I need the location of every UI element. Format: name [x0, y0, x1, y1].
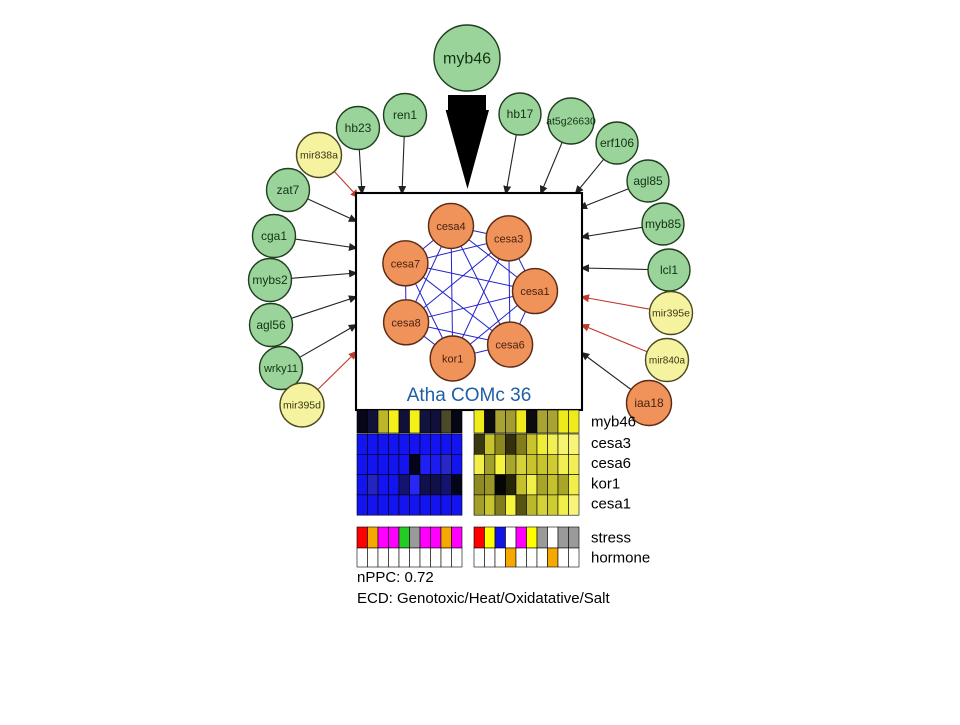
svg-text:wrky11: wrky11 — [263, 363, 298, 375]
svg-text:cesa7: cesa7 — [391, 258, 420, 270]
svg-text:hormone: hormone — [591, 550, 650, 567]
svg-text:stress: stress — [591, 530, 631, 547]
svg-text:Atha COMc 36: Atha COMc 36 — [407, 385, 532, 406]
svg-text:mir838a: mir838a — [300, 150, 338, 162]
svg-text:at5g26630: at5g26630 — [546, 116, 596, 128]
svg-text:zat7: zat7 — [277, 183, 300, 197]
svg-text:lcl1: lcl1 — [660, 263, 678, 277]
svg-text:cesa4: cesa4 — [436, 221, 465, 233]
svg-text:cesa8: cesa8 — [391, 317, 420, 329]
svg-text:mir840a: mir840a — [649, 356, 686, 367]
svg-text:myb46: myb46 — [443, 51, 491, 68]
svg-text:mybs2: mybs2 — [252, 273, 288, 287]
svg-text:mir395d: mir395d — [283, 400, 321, 412]
svg-text:kor1: kor1 — [591, 475, 620, 492]
svg-text:myb46: myb46 — [591, 414, 636, 431]
svg-text:cesa1: cesa1 — [591, 496, 631, 513]
svg-text:mir395e: mir395e — [652, 308, 690, 320]
svg-text:cesa1: cesa1 — [520, 286, 549, 298]
svg-text:agl85: agl85 — [633, 174, 663, 188]
svg-text:cesa6: cesa6 — [495, 340, 524, 352]
svg-text:ECD: Genotoxic/Heat/Oxidatativ: ECD: Genotoxic/Heat/Oxidatative/Salt — [357, 590, 610, 607]
svg-text:cesa3: cesa3 — [494, 233, 523, 245]
svg-text:cga1: cga1 — [261, 229, 287, 243]
svg-text:cesa6: cesa6 — [591, 455, 631, 472]
svg-text:ren1: ren1 — [393, 108, 417, 122]
svg-text:hb17: hb17 — [507, 107, 534, 121]
svg-text:iaa18: iaa18 — [634, 396, 664, 410]
svg-text:nPPC: 0.72: nPPC: 0.72 — [357, 569, 434, 586]
svg-text:erf106: erf106 — [600, 136, 634, 150]
svg-text:cesa3: cesa3 — [591, 435, 631, 452]
svg-text:kor1: kor1 — [442, 354, 463, 366]
svg-text:agl56: agl56 — [256, 318, 286, 332]
svg-text:hb23: hb23 — [345, 121, 372, 135]
svg-text:myb85: myb85 — [645, 217, 681, 231]
